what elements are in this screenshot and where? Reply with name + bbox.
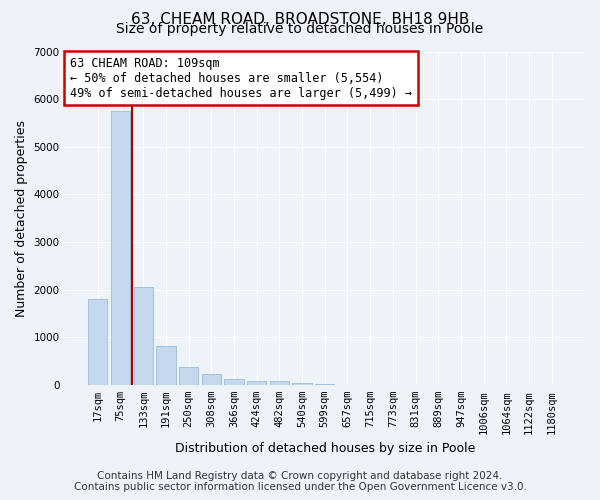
Bar (179, 368, 198, 385)
Bar (88, 300, 107, 385)
Bar (134, 288, 153, 385)
Text: Size of property relative to detached houses in Poole: Size of property relative to detached ho… (116, 22, 484, 36)
Y-axis label: Number of detached properties: Number of detached properties (15, 120, 28, 317)
Bar (270, 381, 289, 385)
Bar (156, 346, 176, 385)
Bar (224, 380, 244, 385)
Bar (315, 384, 334, 385)
Text: 63, CHEAM ROAD, BROADSTONE, BH18 9HB: 63, CHEAM ROAD, BROADSTONE, BH18 9HB (131, 12, 469, 28)
X-axis label: Distribution of detached houses by size in Poole: Distribution of detached houses by size … (175, 442, 475, 455)
Bar (292, 383, 312, 385)
Text: 63 CHEAM ROAD: 109sqm
← 50% of detached houses are smaller (5,554)
49% of semi-d: 63 CHEAM ROAD: 109sqm ← 50% of detached … (70, 56, 412, 100)
Text: Contains HM Land Registry data © Crown copyright and database right 2024.
Contai: Contains HM Land Registry data © Crown c… (74, 471, 526, 492)
Bar (202, 374, 221, 385)
Bar (247, 382, 266, 385)
Bar (111, 111, 130, 385)
